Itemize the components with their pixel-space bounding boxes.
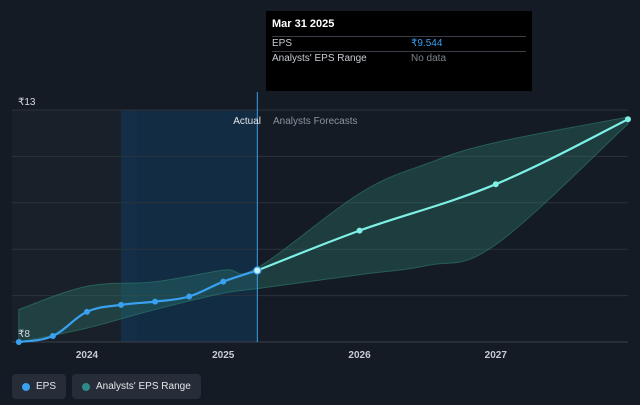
- legend: EPS Analysts' EPS Range: [12, 374, 201, 399]
- x-tick-label: 2026: [348, 350, 371, 361]
- actual-label: Actual: [233, 116, 261, 127]
- eps-range-area: [18, 116, 629, 343]
- x-tick-label: 2024: [76, 350, 99, 361]
- eps-points: [15, 116, 631, 345]
- eps-actual-point: [186, 293, 193, 300]
- eps-actual-point: [253, 266, 262, 275]
- eps-actual-point: [152, 298, 159, 305]
- gridlines: [12, 109, 628, 343]
- eps-actual-point: [15, 339, 22, 345]
- tooltip-range-value: No data: [411, 53, 447, 64]
- eps-forecast-point: [492, 181, 499, 188]
- x-tick-label: 2027: [485, 350, 508, 361]
- eps-forecast-point: [625, 116, 631, 123]
- tooltip-row-range: Analysts' EPS Range No data: [272, 51, 526, 66]
- eps-forecast-point: [356, 227, 363, 234]
- past-shade: [12, 110, 137, 342]
- tooltip-eps-label: EPS: [272, 38, 293, 49]
- range-dot-icon: [82, 382, 91, 391]
- tooltip-eps-value: ₹9.544: [411, 38, 443, 49]
- legend-range[interactable]: Analysts' EPS Range: [72, 374, 201, 399]
- eps-actual-point: [49, 332, 56, 339]
- eps-forecast-line: [256, 118, 629, 272]
- tooltip-range-label: Analysts' EPS Range: [272, 53, 367, 64]
- x-tick-label: 2025: [212, 350, 235, 361]
- forecasts-label: Analysts Forecasts: [273, 116, 357, 127]
- eps-actual-point: [220, 278, 227, 285]
- legend-range-label: Analysts' EPS Range: [96, 381, 191, 392]
- legend-eps-label: EPS: [36, 381, 57, 392]
- eps-actual-line: [18, 269, 258, 344]
- y-tick-label: ₹13: [18, 97, 36, 108]
- tooltip: Mar 31 2025 EPS ₹9.544 Analysts' EPS Ran…: [266, 11, 532, 91]
- tooltip-row-eps: EPS ₹9.544: [272, 36, 526, 51]
- y-tick-label: ₹8: [18, 329, 30, 340]
- legend-eps[interactable]: EPS: [12, 374, 67, 399]
- eps-chart: ₹13 ₹8 2024 2025 2026 2027 Actual Analysts Fo…: [12, 92, 631, 361]
- eps-actual-point: [83, 308, 90, 315]
- axis-tick-labels: ₹13 ₹8 2024 2025 2026 2027: [18, 97, 507, 361]
- tooltip-date: Mar 31 2025: [272, 18, 335, 30]
- eps-actual-point: [118, 301, 125, 308]
- eps-dot-icon: [22, 382, 30, 391]
